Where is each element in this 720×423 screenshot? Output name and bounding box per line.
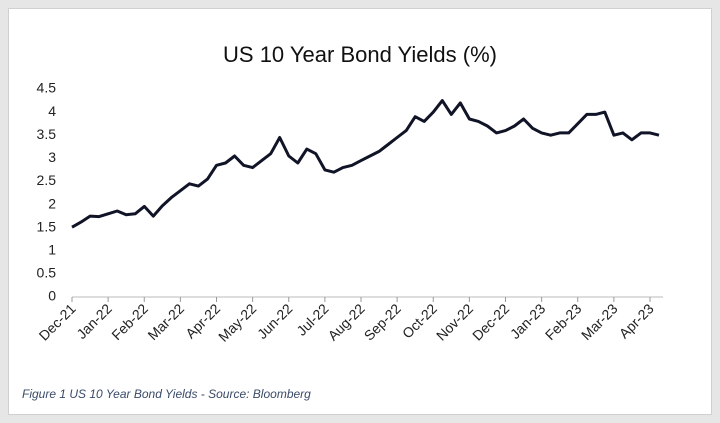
y-tick-label: 4.5 xyxy=(37,80,57,96)
y-tick-label: 1 xyxy=(48,241,56,257)
x-tick-label: Nov-22 xyxy=(433,300,476,343)
x-tick-label: Feb-23 xyxy=(542,300,585,343)
caption: Figure 1 US 10 Year Bond Yields - Source… xyxy=(22,387,311,401)
x-tick-label: Sep-22 xyxy=(361,300,404,343)
y-tick-label: 3.5 xyxy=(37,126,57,142)
x-tick-label: May-22 xyxy=(215,300,259,344)
x-tick-label: Dec-21 xyxy=(36,300,79,343)
y-tick-label: 3 xyxy=(48,149,56,165)
y-tick-label: 4 xyxy=(48,103,56,119)
data-line xyxy=(71,99,660,229)
x-tick-label: Mar-23 xyxy=(578,300,621,343)
chart-card xyxy=(8,8,712,415)
y-tick-label: 2.5 xyxy=(37,172,57,188)
y-tick-label: 0.5 xyxy=(37,265,57,281)
x-tick-label: Dec-22 xyxy=(469,300,512,343)
chart-title: US 10 Year Bond Yields (%) xyxy=(223,42,497,67)
x-tick-label: Oct-22 xyxy=(399,300,440,341)
x-tick-label: Apr-23 xyxy=(616,300,657,341)
x-tick-label: Feb-22 xyxy=(108,300,151,343)
y-tick-label: 1.5 xyxy=(37,218,57,234)
x-tick-label: Jan-22 xyxy=(73,300,115,342)
x-tick-label: Mar-22 xyxy=(144,300,187,343)
x-tick-label: Jun-22 xyxy=(254,300,296,342)
y-tick-label: 0 xyxy=(48,288,56,304)
x-tick-label: Jan-23 xyxy=(507,300,549,342)
y-tick-label: 2 xyxy=(48,195,56,211)
x-tick-label: Aug-22 xyxy=(324,300,367,343)
